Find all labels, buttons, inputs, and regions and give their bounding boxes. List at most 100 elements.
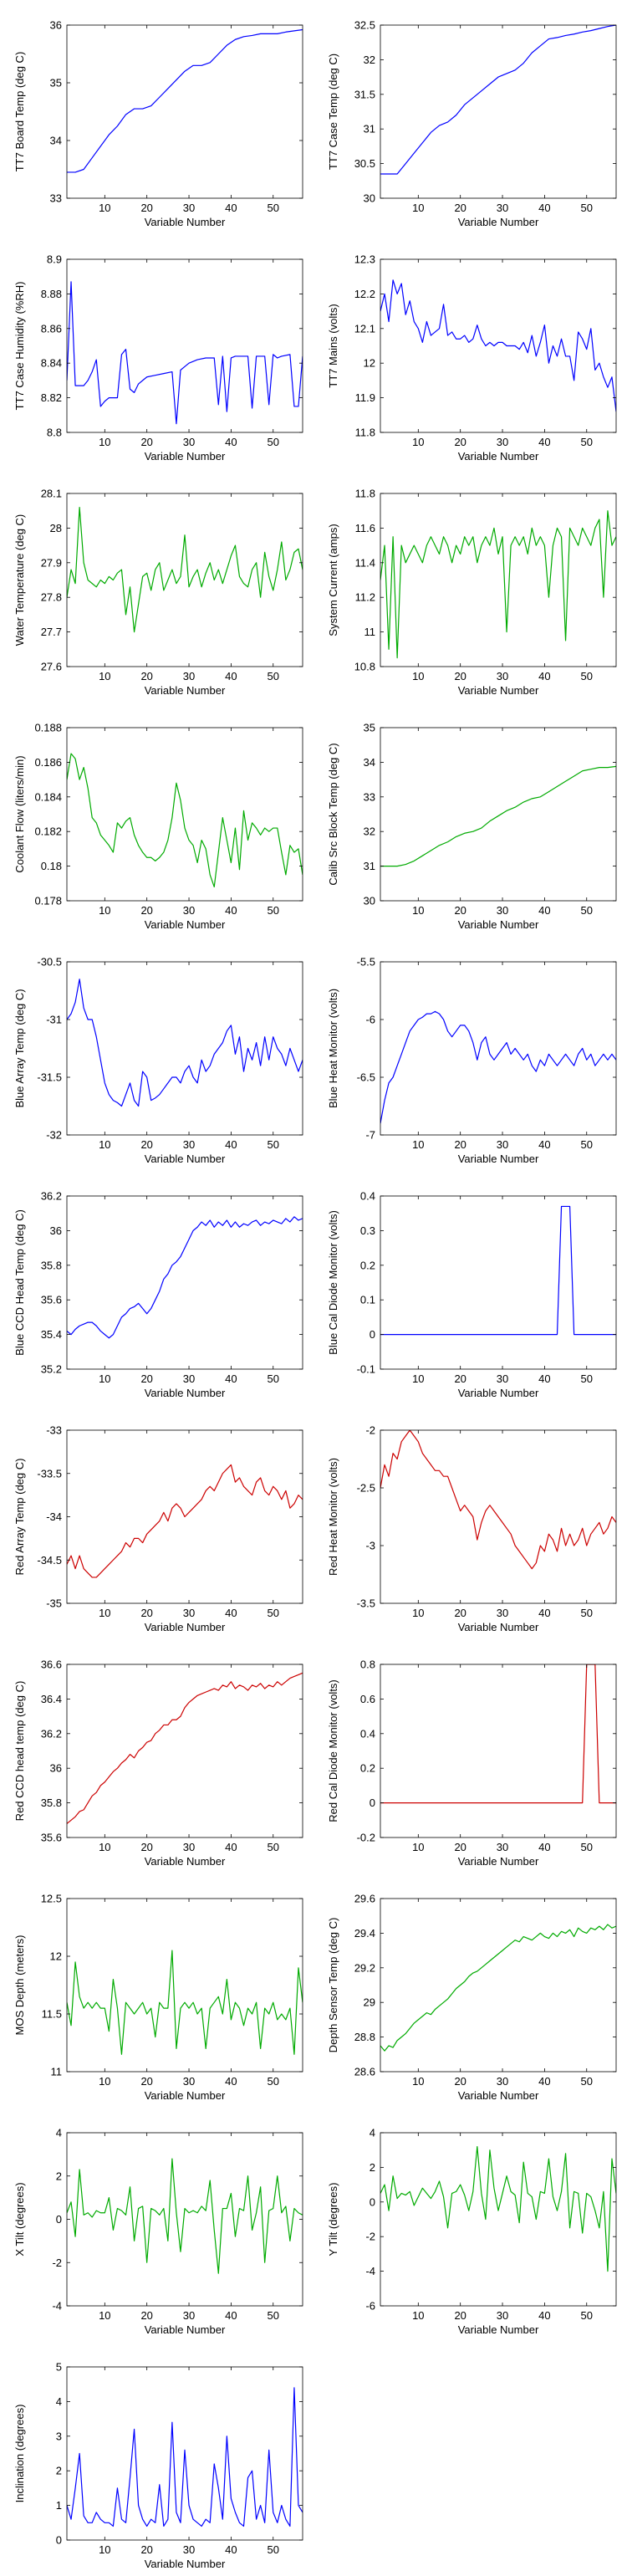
x-tick-label: 20 (454, 1607, 466, 1619)
y-tick-label: 36.2 (41, 1190, 62, 1203)
y-tick-label: 27.7 (41, 626, 62, 638)
y-tick-label: 11.5 (42, 2008, 62, 2021)
y-tick-label: -34.5 (37, 1554, 62, 1567)
x-tick-label: 30 (183, 1372, 195, 1385)
y-tick-label: 12.1 (354, 322, 375, 335)
plot-frame (66, 24, 303, 199)
x-axis-label: Variable Number (458, 1621, 539, 1633)
y-tick-label: 28 (50, 522, 62, 534)
x-tick-label: 30 (497, 1607, 508, 1619)
y-axis-label: Red CCD head temp (deg C) (13, 1681, 26, 1822)
x-tick-label: 30 (183, 2309, 195, 2322)
x-tick-label: 10 (412, 1841, 424, 1853)
y-axis-label: Calib Src Block Temp (deg C) (327, 743, 339, 885)
x-tick-label: 30 (497, 1372, 508, 1385)
y-tick-label: 0.2 (360, 1259, 375, 1271)
series-line (380, 1664, 616, 1804)
x-tick-label: 10 (412, 202, 424, 214)
x-tick-label: 30 (497, 202, 508, 214)
y-tick-label: 11.4 (355, 556, 375, 569)
series-line (380, 765, 616, 867)
y-tick-label: -33.5 (37, 1467, 62, 1480)
x-tick-label: 50 (581, 1138, 593, 1151)
x-tick-label: 40 (225, 202, 237, 214)
y-tick-label: 0.188 (34, 722, 62, 734)
x-tick-label: 40 (225, 2075, 237, 2088)
x-tick-label: 30 (183, 1138, 195, 1151)
series-line (67, 2158, 303, 2274)
x-tick-label: 50 (268, 2543, 279, 2556)
y-tick-label: -5.5 (357, 956, 375, 969)
plot-frame (380, 2132, 617, 2307)
y-tick-label: 0.178 (34, 895, 62, 907)
x-tick-label: 40 (225, 1841, 237, 1853)
y-tick-label: 10.8 (354, 661, 375, 673)
y-tick-label: 36.4 (41, 1693, 62, 1705)
x-axis-label: Variable Number (458, 450, 539, 463)
x-tick-label: 20 (454, 1372, 466, 1385)
y-tick-label: 12 (50, 1950, 62, 1963)
y-tick-label: 27.8 (41, 591, 62, 604)
x-tick-label: 40 (538, 202, 550, 214)
chart-panel-8: 10 20 30 40 50 30 31 32 33 34 35 Variable Number Cal… (327, 722, 617, 931)
x-tick-label: 30 (497, 2309, 508, 2322)
y-tick-label: 2 (370, 2161, 375, 2174)
y-tick-label: 12 (364, 357, 375, 370)
y-tick-label: 34 (50, 135, 62, 147)
y-tick-label: 36.2 (41, 1727, 62, 1740)
y-tick-label: -7 (365, 1129, 375, 1142)
y-tick-label: 29 (364, 1996, 375, 2009)
x-tick-label: 20 (140, 1841, 152, 1853)
x-tick-label: 20 (140, 2309, 152, 2322)
y-tick-label: 8.8 (47, 427, 62, 439)
chart-panel-21: 10 20 30 40 50 0 1 2 3 4 5 Variable Number Inclinati… (13, 2361, 303, 2570)
y-tick-label: 36 (50, 19, 62, 32)
chart-grid: 10 20 30 40 50 33 34 35 36 Variable Number TT7 Boa… (13, 19, 617, 2570)
series-line (380, 279, 616, 412)
chart-panel-12: 10 20 30 40 50 -0.1 0 0.1 0.2 0.3 0.4 Variable Numb… (327, 1190, 617, 1399)
y-axis-label: Depth Sensor Temp (deg C) (327, 1918, 339, 2053)
chart-panel-5: 10 20 30 40 50 27.6 27.7 27.8 27.9 28 28.1 Variable… (13, 488, 303, 697)
y-tick-label: 31.5 (354, 88, 375, 100)
x-tick-label: 20 (454, 670, 466, 682)
y-tick-label: 0 (56, 2534, 62, 2547)
series-line (380, 1010, 616, 1124)
series-line (67, 1216, 303, 1339)
x-tick-label: 30 (183, 904, 195, 917)
x-tick-label: 10 (99, 1607, 110, 1619)
y-tick-label: -2 (52, 2257, 62, 2269)
x-tick-label: 30 (497, 904, 508, 917)
x-tick-label: 30 (183, 202, 195, 214)
y-tick-label: 0.18 (41, 860, 62, 872)
y-axis-label: Inclination (degrees) (13, 2405, 26, 2503)
x-tick-label: 50 (581, 904, 593, 917)
y-tick-label: 29.2 (354, 1961, 375, 1974)
x-axis-label: Variable Number (458, 918, 539, 931)
x-tick-label: 50 (581, 202, 593, 214)
y-tick-label: 33 (364, 790, 375, 803)
y-tick-label: 0.3 (360, 1224, 375, 1237)
series-line (380, 2145, 616, 2272)
x-tick-label: 20 (140, 202, 152, 214)
y-tick-label: 29.6 (354, 1893, 375, 1905)
x-axis-label: Variable Number (145, 1855, 226, 1868)
y-tick-label: 31 (364, 123, 375, 135)
y-tick-label: -30.5 (37, 956, 62, 969)
x-tick-label: 40 (538, 1607, 550, 1619)
series-line (380, 1205, 616, 1336)
x-axis-label: Variable Number (145, 684, 226, 697)
series-line (380, 1924, 616, 2052)
y-tick-label: 4 (56, 2127, 62, 2139)
x-tick-label: 40 (538, 670, 550, 682)
y-tick-label: 2 (56, 2465, 62, 2477)
plot-frame (66, 1664, 303, 1838)
y-tick-label: 34 (364, 756, 375, 769)
y-axis-label: TT7 Case Humidity (%RH) (13, 282, 26, 411)
x-tick-label: 10 (412, 1607, 424, 1619)
series-line (380, 1430, 616, 1570)
plot-frame (380, 493, 617, 667)
x-tick-label: 20 (454, 2309, 466, 2322)
y-axis-label: TT7 Mains (volts) (327, 304, 339, 387)
y-tick-label: 27.9 (41, 556, 62, 569)
y-tick-label: 2 (56, 2170, 62, 2182)
